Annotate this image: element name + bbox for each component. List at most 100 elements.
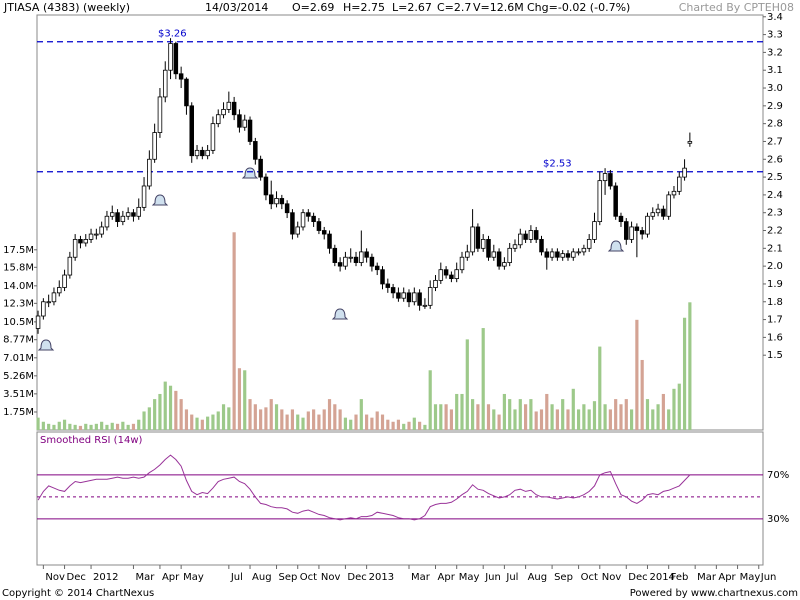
candle-body [374,265,380,271]
candle-body [486,239,491,258]
candle-body [385,283,391,288]
y-tick-label: 2.1 [767,243,783,254]
x-tick-label: Nov [321,572,341,583]
candle-body [242,119,247,128]
volume-bar [84,423,88,430]
x-tick-label: Sep [279,572,298,583]
volume-bar [524,404,528,430]
candle-body [539,239,544,253]
y-tick-label: 2.4 [767,190,783,201]
volume-bar [253,404,257,430]
alert-bell [37,339,55,351]
candle-body [406,292,412,303]
candle-body [215,114,221,125]
candle-body [343,256,348,267]
volume-bar [73,424,77,430]
volume-bar [179,399,183,430]
candle-body [311,215,316,223]
volume-tick-label: 8.77M [3,335,34,346]
volume-bar [614,399,618,430]
candle-body [253,141,258,160]
alert-bell [151,194,169,206]
candle-body [491,251,497,258]
volume-bar [269,399,273,430]
alert-icons [37,167,625,351]
volume-bar [248,399,252,430]
volume-bar [667,409,671,430]
candle-body [205,149,210,157]
candle-body [189,105,194,157]
volume-bar [264,407,268,430]
candle-body [645,215,650,235]
candle-body [597,180,603,223]
volume-bar [380,414,385,430]
volume-bar [688,302,692,430]
volume-bar [635,319,639,430]
x-tick-label: 2012 [93,572,118,583]
volume-bar [89,424,93,430]
candle-body [221,108,226,116]
volume-bar [407,421,411,430]
candle-body [290,212,295,235]
volume-bar [582,404,586,430]
candle-body [502,262,507,267]
volume-bar [402,423,406,430]
volume-bar [476,404,480,430]
candle-body [157,96,163,133]
rsi-tick-label: 30% [767,514,789,525]
candle-body [237,114,242,128]
x-tick-label: Jun [484,572,501,583]
candle-body [46,301,51,304]
candle-body [682,167,687,178]
volume-bar [571,388,575,430]
x-tick-label: Dec [67,572,86,583]
volume-bar [471,399,475,430]
candle-body [523,233,528,240]
volume-tick-label: 14.0M [3,281,34,292]
volume-bar [672,388,676,430]
y-tick-label: 1.9 [767,279,783,290]
volume-bar [465,339,469,430]
volume-bar [682,317,687,430]
candle-body [571,251,576,258]
volume-bar [227,407,231,430]
x-tick-label: May [740,572,761,583]
candle-body [555,251,560,258]
volume-bar [147,407,151,430]
candle-body [602,173,608,182]
volume-bar [555,409,559,430]
stat: Chg=-0.02 (-0.7%) [527,1,630,14]
volume-bar [592,401,597,430]
candle-body [533,230,539,240]
volume-bar [508,399,512,430]
candle-body [210,123,216,151]
candle-body [120,215,126,223]
footer-right: Powered by www.chartnexus.com [630,588,798,599]
candle-body [359,251,364,263]
volume-bar [651,409,655,430]
volume-bar [645,399,650,430]
y-tick-label: 2.9 [767,101,783,112]
x-tick-label: Aug [528,572,548,583]
candle-body [184,78,189,107]
candle-body [279,198,285,205]
candle-body [433,279,438,288]
x-tick-label: 2014 [649,572,674,583]
volume-bar [338,409,342,430]
candle-body [518,233,523,246]
x-tick-label: Feb [671,572,689,583]
volume-tick-label: 12.3M [3,298,34,309]
volume-bar [359,399,363,430]
x-tick-label: Oct [581,572,598,583]
candle-body [677,176,682,192]
candle-body [470,226,475,253]
rsi-line [37,454,691,521]
candle-body [62,274,67,288]
volume-bar [211,414,215,430]
candle-body [141,185,147,208]
volume-bar [68,423,72,430]
candle-body [274,198,279,205]
alert-bell [607,240,625,252]
volume-bar [333,404,337,430]
